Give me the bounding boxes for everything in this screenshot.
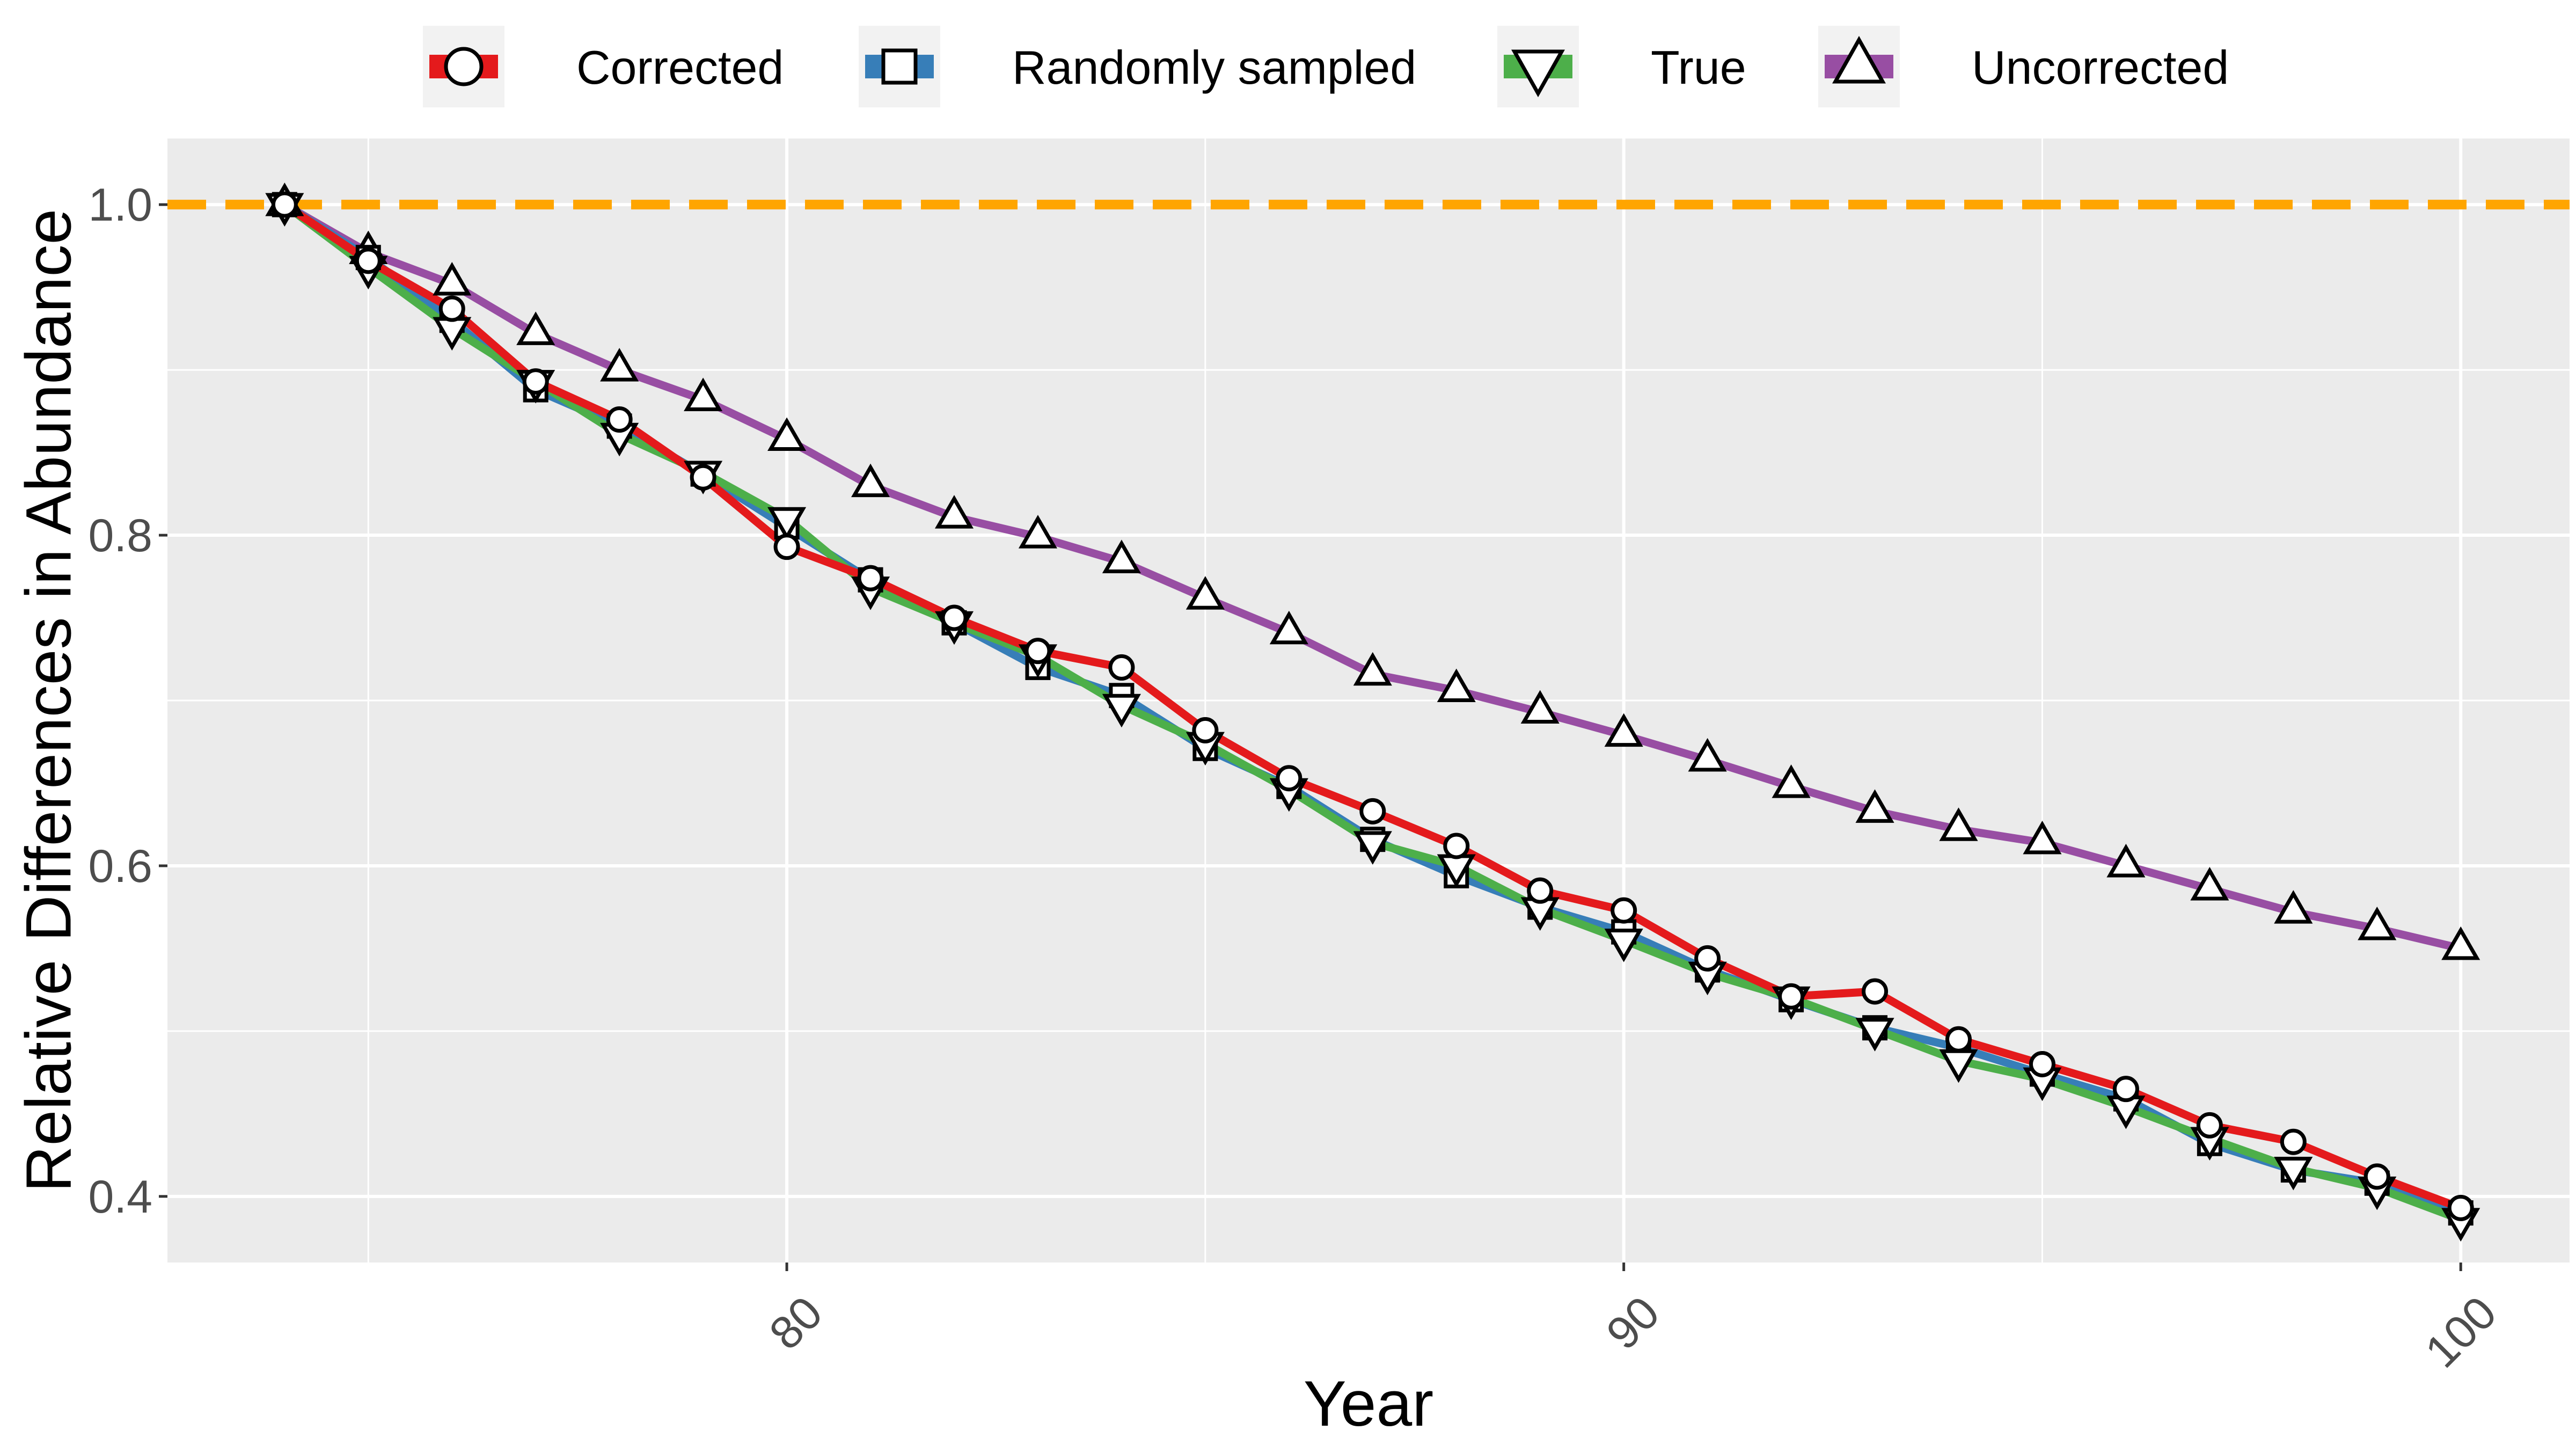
data-point [516, 311, 555, 345]
data-point [2274, 1156, 2313, 1191]
x-axis-label: Year [1304, 1368, 1433, 1440]
data-point [1102, 539, 1141, 573]
data-point [1778, 983, 1805, 1010]
data-point [355, 247, 382, 274]
data-point [1862, 978, 1889, 1005]
data-point [2274, 890, 2313, 924]
data-point [2196, 1112, 2223, 1139]
data-point [1192, 717, 1219, 743]
legend-label: True [1651, 41, 1746, 94]
x-tick-label: 100 [2416, 1287, 2506, 1377]
data-point [1688, 738, 1727, 772]
data-point [1772, 764, 1811, 798]
data-point [438, 295, 465, 322]
x-tick-label: 80 [760, 1287, 833, 1360]
data-point [1353, 652, 1392, 686]
legend-label: Uncorrected [1972, 41, 2229, 94]
data-point [773, 534, 800, 560]
series-markers [265, 183, 2480, 1242]
data-point [690, 464, 716, 491]
data-point [433, 261, 472, 296]
data-point [2190, 867, 2229, 901]
data-point [2447, 1194, 2474, 1221]
data-point [934, 495, 974, 529]
y-axis-label: Relative Differences in Abundance [13, 209, 85, 1192]
legend-label: Randomly sampled [1012, 41, 1416, 94]
data-point [1024, 638, 1051, 665]
data-point [606, 406, 633, 433]
data-point [1185, 576, 1225, 610]
data-point [1018, 515, 1058, 549]
data-point [2106, 843, 2146, 878]
y-tick-label: 0.4 [88, 1171, 152, 1223]
data-point [522, 368, 549, 395]
data-point [1604, 713, 1643, 747]
legend-item-corrected: Corrected [423, 26, 784, 107]
legend-item-randomly-sampled: Randomly sampled [859, 26, 1416, 107]
data-point [857, 565, 884, 592]
y-tick-label: 0.8 [88, 510, 152, 561]
y-tick-label: 1.0 [88, 179, 152, 231]
legend-label: Corrected [576, 41, 784, 94]
data-point [1855, 1018, 1894, 1052]
data-point [1611, 897, 1637, 924]
data-point [767, 417, 807, 451]
data-point [1359, 798, 1386, 824]
minor-gridlines [167, 138, 2570, 1263]
data-point [1527, 877, 1554, 904]
data-point [2112, 1076, 2139, 1103]
data-point [1276, 765, 1302, 792]
data-point [1353, 831, 1392, 865]
data-point [1694, 945, 1721, 972]
data-point [2358, 906, 2397, 940]
data-point [767, 507, 807, 541]
legend: Corrected Randomly sampled True Uncorrected [423, 26, 2229, 107]
data-point [1604, 929, 1643, 962]
data-point [2280, 1128, 2307, 1155]
legend-key-marker [881, 48, 918, 85]
data-point [1939, 807, 1978, 841]
data-point [2441, 926, 2480, 960]
data-point [271, 191, 298, 218]
major-gridlines [167, 138, 2570, 1263]
legend-key-marker [1832, 35, 1886, 84]
data-point [1855, 789, 1894, 823]
data-point [600, 348, 639, 382]
data-point [1437, 668, 1476, 703]
data-point [1269, 610, 1308, 645]
data-point [1945, 1026, 1972, 1053]
y-tick-label: 0.6 [88, 841, 152, 892]
data-point [684, 377, 723, 412]
legend-key-marker [1511, 49, 1565, 98]
data-point [1520, 690, 1560, 724]
legend-item-uncorrected: Uncorrected [1818, 26, 2229, 107]
x-tick-label: 90 [1597, 1287, 1670, 1360]
legend-item-true: True [1497, 26, 1746, 107]
data-point [1443, 833, 1470, 859]
data-point [2029, 1050, 2055, 1077]
data-point [2023, 820, 2062, 855]
data-point [851, 463, 890, 498]
legend-key-marker [444, 47, 484, 86]
data-point [2363, 1163, 2390, 1190]
y-axis-ticks: 0.4 0.6 0.8 1.0 [88, 179, 167, 1223]
x-axis-ticks: 80 90 100 [760, 1263, 2506, 1377]
data-point [1108, 654, 1135, 681]
data-point [941, 604, 968, 631]
data-point [1102, 694, 1141, 728]
